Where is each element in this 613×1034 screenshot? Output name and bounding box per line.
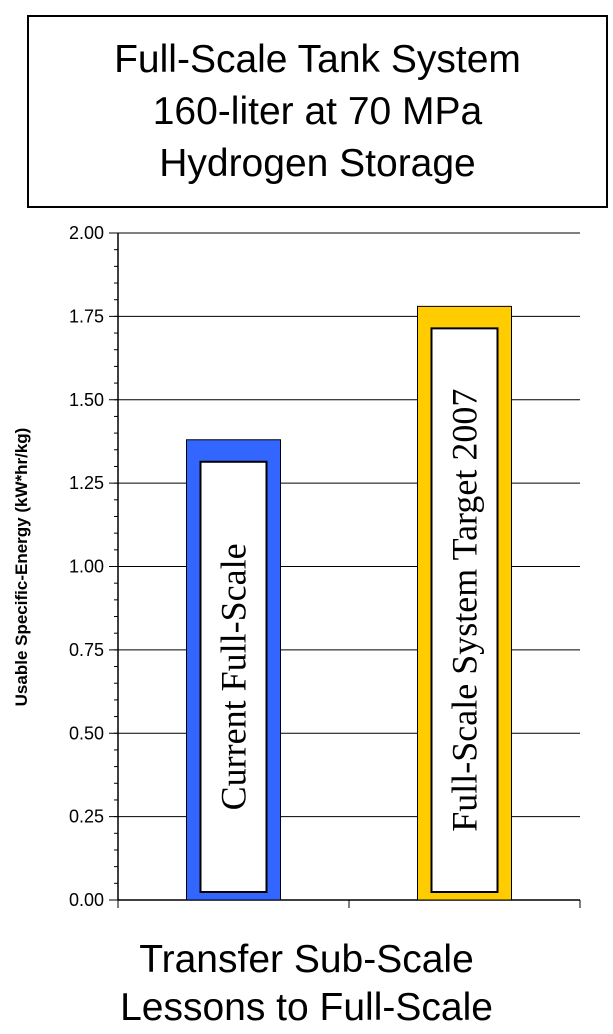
y-tick-label: 0.00 (69, 890, 104, 910)
chart-title-line-1: Full-Scale Tank System (114, 37, 521, 81)
bar-label-box (430, 327, 499, 893)
y-tick-label: 1.50 (69, 390, 104, 410)
y-tick-label: 1.75 (69, 306, 104, 326)
bar-label-box (199, 460, 268, 893)
footer-caption: Transfer Sub-Scale Lessons to Full-Scale (0, 936, 613, 1032)
y-tick-label: 0.50 (69, 723, 104, 743)
y-tick-label: 0.25 (69, 807, 104, 827)
bar-category-label: Full-Scale System Target 2007 (445, 389, 485, 832)
chart-title-line-3: Hydrogen Storage (159, 141, 476, 185)
bar-chart: 0.00 0.25 0.50 0.75 1.00 1.25 1.50 1.75 2.00 Curr… (69, 223, 581, 910)
chart-title-line-2: 160-liter at 70 MPa (152, 89, 483, 133)
y-tick-label: 1.25 (69, 473, 104, 493)
bar-category-label: Current Full-Scale (214, 543, 254, 810)
y-tick-label: 2.00 (69, 223, 104, 243)
y-tick-label: 1.00 (69, 557, 104, 577)
y-axis-label: Usable Specific-Energy (kW*hr/kg) (12, 427, 31, 707)
footer-line-1: Transfer Sub-Scale (139, 938, 474, 981)
chart-title-box: Full-Scale Tank System 160-liter at 70 M… (27, 15, 608, 208)
y-tick-label: 0.75 (69, 640, 104, 660)
footer-line-2: Lessons to Full-Scale (120, 986, 493, 1029)
